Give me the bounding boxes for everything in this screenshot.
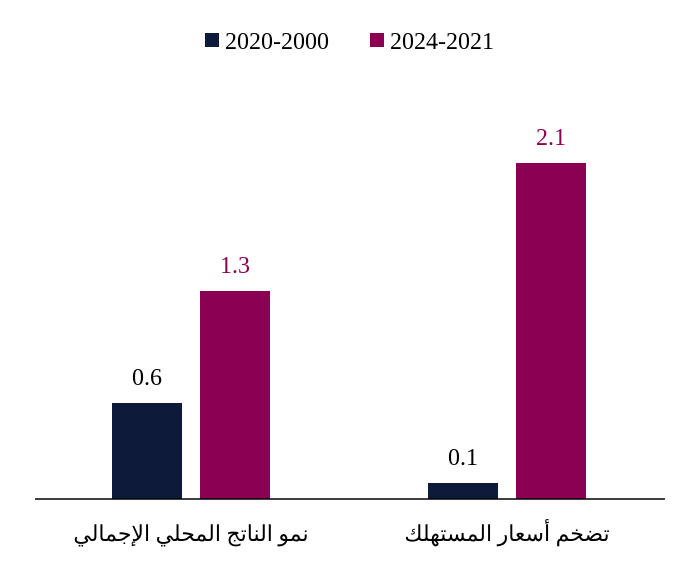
legend: 2020-2000 2024-2021	[205, 29, 494, 55]
x-axis-ticks: نمو الناتج المحلي الإجمالي تضخم أسعار الم…	[73, 518, 609, 547]
x-tick-label: تضخم أسعار المستهلك	[404, 518, 609, 547]
legend-label: 2024-2021	[390, 29, 494, 55]
bar	[112, 403, 182, 499]
data-label: 1.3	[220, 253, 250, 279]
bar	[428, 483, 498, 499]
data-label: 2.1	[536, 125, 566, 151]
data-label: 0.1	[448, 445, 478, 471]
data-label: 0.6	[132, 365, 162, 391]
bar	[516, 163, 586, 499]
x-tick-label: نمو الناتج المحلي الإجمالي	[73, 521, 308, 547]
bar	[200, 291, 270, 499]
legend-label: 2020-2000	[225, 29, 329, 55]
legend-swatch	[370, 33, 384, 47]
bars: 0.6 0.1 1.3 2.1	[112, 125, 586, 499]
legend-swatch	[205, 33, 219, 47]
